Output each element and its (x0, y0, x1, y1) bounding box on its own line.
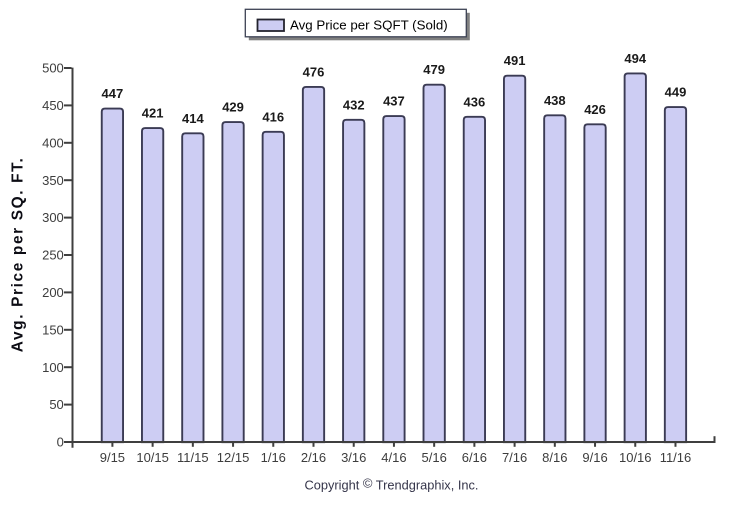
svg-text:500: 500 (42, 61, 64, 76)
svg-text:400: 400 (42, 135, 64, 150)
svg-text:2/16: 2/16 (301, 450, 326, 465)
svg-text:449: 449 (665, 85, 687, 100)
svg-text:7/16: 7/16 (502, 450, 527, 465)
svg-text:Avg Price per SQFT (Sold): Avg Price per SQFT (Sold) (290, 18, 448, 33)
svg-text:438: 438 (544, 93, 566, 108)
svg-text:300: 300 (42, 210, 64, 225)
svg-text:494: 494 (624, 51, 646, 66)
svg-text:5/16: 5/16 (422, 450, 447, 465)
svg-text:4/16: 4/16 (381, 450, 406, 465)
svg-text:50: 50 (49, 397, 63, 412)
svg-text:100: 100 (42, 360, 64, 375)
svg-text:432: 432 (343, 97, 365, 112)
svg-text:10/15: 10/15 (136, 450, 169, 465)
svg-text:150: 150 (42, 322, 64, 337)
svg-text:200: 200 (42, 285, 64, 300)
svg-text:11/16: 11/16 (660, 450, 692, 465)
svg-text:436: 436 (464, 94, 486, 109)
svg-text:429: 429 (222, 100, 244, 115)
svg-text:3/16: 3/16 (341, 450, 366, 465)
svg-text:421: 421 (142, 106, 164, 121)
svg-text:1/16: 1/16 (261, 450, 286, 465)
svg-text:416: 416 (262, 109, 284, 124)
svg-text:8/16: 8/16 (542, 450, 567, 465)
svg-text:10/16: 10/16 (619, 450, 652, 465)
svg-text:414: 414 (182, 111, 204, 126)
svg-text:Copyright © Trendgraphix, Inc.: Copyright © Trendgraphix, Inc. (305, 475, 479, 492)
svg-text:250: 250 (42, 248, 64, 263)
svg-text:479: 479 (423, 62, 445, 77)
svg-text:426: 426 (584, 102, 606, 117)
svg-text:Avg. Price per SQ. FT.: Avg. Price per SQ. FT. (10, 157, 27, 353)
svg-text:11/15: 11/15 (177, 450, 209, 465)
svg-text:0: 0 (57, 435, 64, 450)
svg-text:447: 447 (102, 86, 124, 101)
svg-text:437: 437 (383, 94, 405, 109)
svg-text:12/15: 12/15 (217, 450, 250, 465)
svg-text:476: 476 (303, 64, 325, 79)
svg-text:450: 450 (42, 98, 64, 113)
svg-text:350: 350 (42, 173, 64, 188)
svg-text:9/16: 9/16 (582, 450, 607, 465)
svg-text:6/16: 6/16 (462, 450, 487, 465)
svg-text:491: 491 (504, 53, 526, 68)
svg-text:9/15: 9/15 (100, 450, 125, 465)
